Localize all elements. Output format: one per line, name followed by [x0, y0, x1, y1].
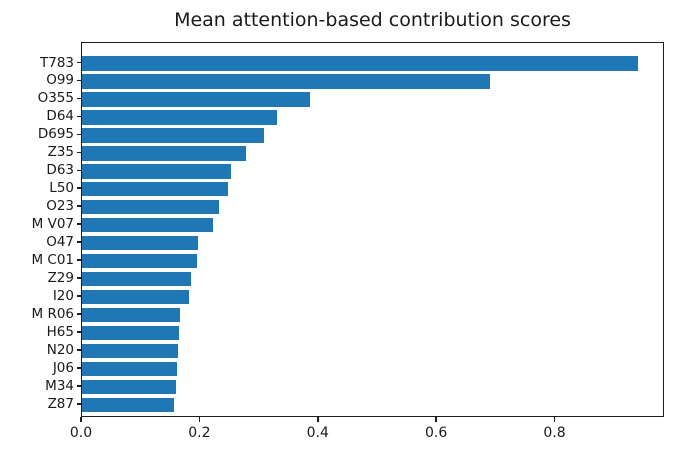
bar-z29 — [82, 271, 191, 287]
y-tick-mark — [77, 331, 81, 333]
x-tick-mark — [198, 417, 201, 422]
y-tick-label: O23 — [46, 198, 74, 215]
x-tick-label: 0.2 — [188, 425, 211, 441]
x-tick-label: 0.8 — [543, 425, 566, 441]
y-tick-label: D64 — [46, 108, 74, 125]
bar-o99 — [82, 74, 491, 89]
y-tick-mark — [77, 367, 81, 369]
bar-o47 — [82, 236, 198, 251]
x-tick-label: 0.4 — [306, 425, 329, 441]
bar-l50 — [82, 182, 228, 197]
y-tick-mark — [77, 97, 81, 100]
y-tick-mark — [77, 313, 81, 315]
bar-z35 — [82, 146, 246, 161]
y-tick-label: M V07 — [31, 216, 74, 233]
y-tick-mark — [77, 277, 81, 279]
bar-o355 — [82, 92, 310, 107]
plot-area — [81, 42, 664, 417]
y-tick-mark — [77, 133, 81, 136]
bar-i20 — [82, 289, 189, 305]
y-tick-mark — [77, 61, 81, 64]
bar-t783 — [82, 56, 639, 71]
y-tick-mark — [77, 151, 81, 154]
y-tick-label: Z29 — [47, 270, 74, 287]
y-tick-mark — [77, 259, 81, 261]
bar-m-r06 — [82, 307, 180, 323]
bar-o23 — [82, 200, 219, 215]
bar-z87 — [82, 397, 175, 413]
bar-d63 — [82, 164, 232, 179]
y-tick-label: M R06 — [31, 306, 75, 323]
y-tick-mark — [77, 187, 81, 190]
y-tick-label: T783 — [39, 54, 74, 71]
y-tick-mark — [77, 79, 81, 82]
y-tick-label: D63 — [46, 162, 74, 179]
y-tick-label: O47 — [46, 234, 74, 251]
y-tick-label: N20 — [46, 342, 74, 359]
y-tick-mark — [77, 349, 81, 351]
y-tick-label: O355 — [37, 90, 74, 107]
y-tick-label: M C01 — [31, 252, 74, 269]
y-tick-mark — [77, 223, 81, 226]
y-tick-mark — [77, 205, 81, 208]
bar-d695 — [82, 128, 264, 143]
x-tick-label: 0.6 — [424, 425, 448, 441]
x-tick-mark — [316, 417, 319, 422]
y-tick-label: D695 — [37, 126, 74, 143]
bar-m-v07 — [82, 218, 213, 233]
y-tick-label: J06 — [52, 359, 74, 376]
x-tick-mark — [435, 417, 437, 422]
bar-n20 — [82, 343, 178, 359]
y-tick-label: Z87 — [47, 395, 74, 412]
y-tick-label: Z35 — [47, 144, 74, 161]
y-tick-label: I20 — [52, 288, 74, 305]
y-tick-mark — [77, 241, 81, 243]
y-tick-label: H65 — [46, 324, 74, 341]
y-tick-mark — [77, 295, 81, 297]
x-tick-mark — [80, 417, 82, 422]
y-tick-mark — [77, 385, 81, 387]
x-tick-label: 0.0 — [69, 425, 93, 441]
bar-d64 — [82, 110, 278, 125]
bar-h65 — [82, 325, 180, 341]
y-tick-label: M34 — [45, 377, 74, 394]
x-tick-mark — [553, 417, 556, 422]
y-tick-label: L50 — [49, 180, 74, 197]
bar-m34 — [82, 379, 176, 395]
bar-j06 — [82, 361, 177, 377]
y-tick-label: O99 — [46, 72, 74, 89]
y-tick-mark — [77, 169, 81, 172]
chart-title: Mean attention-based contribution scores — [174, 9, 571, 31]
y-tick-mark — [77, 115, 81, 118]
y-tick-mark — [77, 403, 81, 405]
bar-m-c01 — [82, 253, 198, 269]
